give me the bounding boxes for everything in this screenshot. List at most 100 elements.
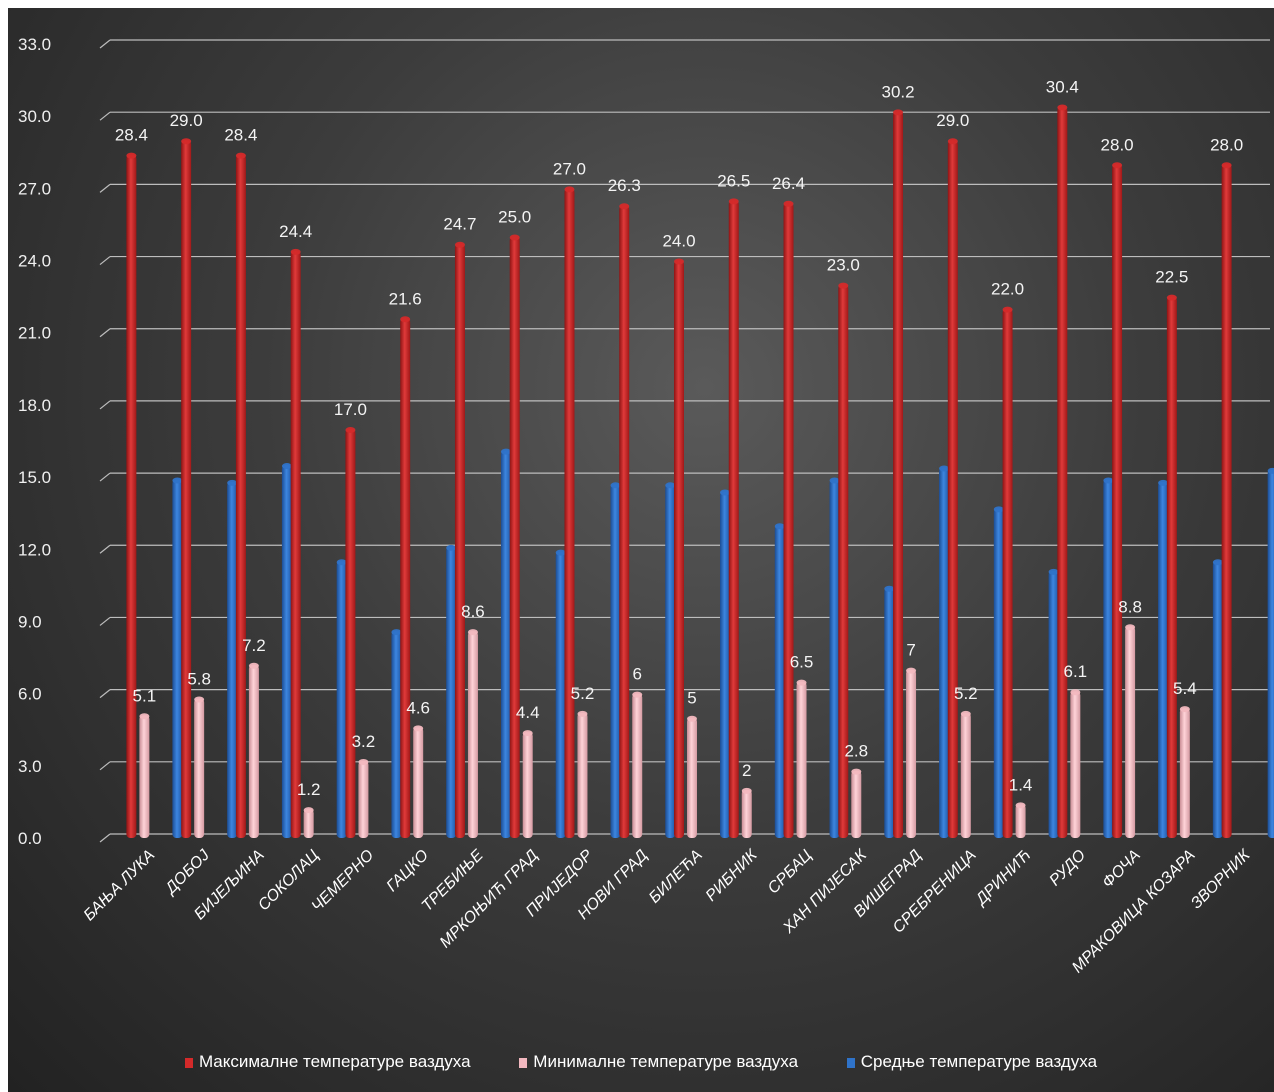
bar-cap-min: [522, 730, 533, 737]
data-label-min: 1.2: [297, 780, 321, 799]
y-axis-ticks: 0.0 3.0 6.0 9.0 12.0 15.0 18.0 21.0 24.0 27.0 30.0…: [18, 35, 51, 848]
data-label-max: 24.0: [662, 232, 695, 251]
bar-mean: [172, 479, 183, 838]
x-category-label: ГАЦКО: [384, 847, 432, 895]
grid-slant: [99, 472, 111, 482]
bar-cap-min: [851, 768, 862, 775]
bar-cap-mean: [829, 477, 840, 484]
bar-min: [467, 631, 478, 838]
bar-cap-mean: [939, 465, 950, 472]
data-label-min: 5.2: [954, 684, 978, 703]
data-label-max: 21.6: [389, 289, 422, 308]
bar-min: [632, 693, 643, 838]
legend-item-max: Максималне температуре ваздуха: [184, 1052, 471, 1072]
bar-mean: [884, 587, 895, 838]
y-tick-label: 12.0: [18, 540, 51, 559]
bar-cap-mean: [993, 506, 1004, 513]
data-label-min: 5.4: [1173, 679, 1197, 698]
bar-max: [564, 188, 575, 838]
bar-max: [1002, 308, 1013, 839]
bar-max: [400, 318, 411, 839]
bar-cap-max: [126, 152, 137, 159]
bar-cap-max: [509, 234, 520, 241]
bar-min: [522, 732, 533, 838]
data-label-min: 7.2: [242, 636, 266, 655]
bar-cap-min: [960, 710, 971, 717]
bar-cap-max: [345, 426, 356, 433]
bar-cap-mean: [446, 544, 457, 551]
bar-mean: [1267, 469, 1274, 838]
grid-slant: [99, 833, 111, 843]
data-label-min: 7: [906, 641, 915, 660]
bar-cap-max: [1166, 294, 1177, 301]
bar-cap-mean: [172, 477, 183, 484]
data-label-max: 28.0: [1210, 135, 1243, 154]
legend-swatch-max: [184, 1057, 193, 1068]
bar-cap-max: [454, 241, 465, 248]
grid-slant: [99, 111, 111, 121]
bar-cap-mean: [1158, 479, 1169, 486]
bar-cap-max: [674, 258, 684, 265]
bar-max: [345, 428, 356, 838]
bar-max: [947, 140, 958, 838]
legend-item-min: Минималне температуре ваздуха: [519, 1052, 798, 1072]
bar-cap-min: [687, 715, 697, 722]
data-label-max: 26.3: [608, 176, 641, 195]
data-label-max: 30.4: [1046, 78, 1079, 97]
bar-min: [248, 664, 259, 838]
bar-cap-max: [235, 152, 246, 159]
data-label-min: 5: [687, 689, 696, 708]
bar-mean: [1103, 479, 1114, 838]
bar-min: [1179, 708, 1190, 838]
data-label-max: 29.0: [936, 111, 969, 130]
data-label-max: 28.0: [1101, 135, 1134, 154]
bar-min: [358, 761, 369, 838]
grid-slant: [99, 689, 111, 699]
bar-mean: [336, 561, 347, 838]
data-label-max: 28.4: [115, 126, 148, 145]
data-label-max: 22.5: [1155, 268, 1188, 287]
legend-label-max: Максималне температуре ваздуха: [198, 1052, 471, 1071]
grid-slant: [99, 183, 111, 193]
data-label-min: 6.5: [790, 653, 814, 672]
bar-mean: [555, 551, 566, 838]
bar-mean: [720, 491, 730, 838]
bar-cap-max: [1221, 162, 1232, 169]
y-tick-label: 30.0: [18, 107, 51, 126]
y-tick-label: 0.0: [18, 829, 42, 848]
chart-area: 0.0 3.0 6.0 9.0 12.0 15.0 18.0 21.0 24.0 27.0 30.0…: [8, 8, 1274, 1092]
data-label-max: 24.7: [443, 215, 476, 234]
gridlines: [99, 39, 1270, 843]
bar-min: [960, 712, 971, 838]
bar-cap-min: [1070, 689, 1081, 696]
bar-min: [139, 715, 150, 838]
bar-max: [893, 111, 904, 839]
bar-cap-mean: [774, 523, 785, 530]
bar-max: [181, 140, 192, 838]
bar-cap-mean: [1103, 477, 1114, 484]
y-tick-label: 24.0: [18, 252, 51, 271]
bar-cap-mean: [336, 559, 347, 566]
bar-cap-min: [194, 696, 205, 703]
bar-cap-mean: [500, 448, 511, 455]
data-label-min: 2: [742, 761, 751, 780]
y-tick-label: 6.0: [18, 685, 42, 704]
bar-cap-mean: [281, 463, 292, 470]
data-label-max: 28.4: [224, 126, 257, 145]
bar-min: [851, 770, 862, 838]
bar-mean: [227, 481, 238, 838]
y-tick-label: 3.0: [18, 757, 42, 776]
bar-mean: [281, 465, 292, 838]
x-category-label: БИЛЕЋА: [646, 847, 706, 907]
bar-mean: [1212, 561, 1223, 838]
bar-mean: [829, 479, 840, 838]
grid-slant: [99, 400, 111, 410]
bar-cap-mean: [884, 585, 895, 592]
bar-cap-min: [1015, 802, 1026, 809]
bar-mean: [446, 546, 457, 838]
bar-max: [235, 154, 246, 839]
bar-cap-min: [358, 759, 369, 766]
data-label-max: 17.0: [334, 400, 367, 419]
bar-cap-min: [741, 787, 752, 794]
bar-min: [577, 712, 588, 838]
